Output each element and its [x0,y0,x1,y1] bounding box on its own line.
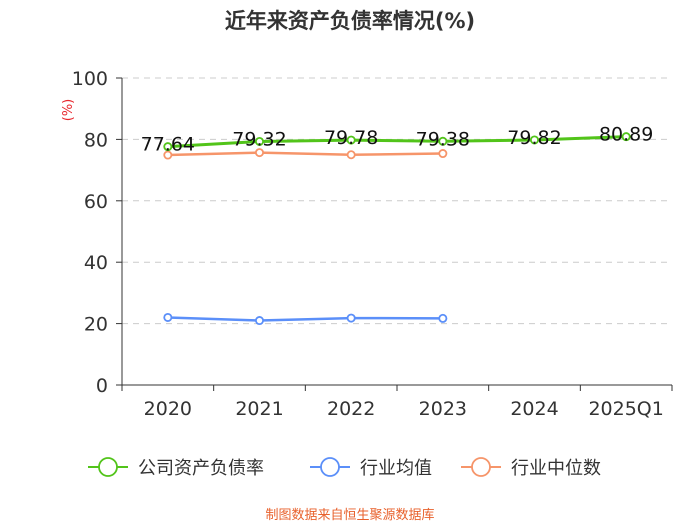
data-label-2022: 79.78 [324,127,378,149]
series-line-0 [166,135,628,149]
legend-label-0: 公司资产负债率 [138,458,264,479]
y-tick-label-20: 20 [84,314,108,336]
point-0-2025Q1 [621,132,631,142]
x-tick-label-2024: 2024 [510,398,558,420]
axes: 0 20 40 60 80 100 2020 2021 2022 2023 2024 2025Q1 [72,68,673,420]
legend-marker-icon [98,457,118,477]
legend-marker-icon [471,457,491,477]
point-0-2021 [254,136,264,146]
y-tick-label-80: 80 [84,129,108,151]
y-tick-label-60: 60 [84,191,108,213]
data-label-2025Q1: 80.89 [599,124,653,146]
legend: 公司资产负债率 行业均值 行业中位数 [88,457,601,479]
series-2 [163,148,448,160]
y-tick-label-100: 100 [72,68,108,90]
legend-label-2: 行业中位数 [511,458,601,479]
x-tick-label-2025Q1: 2025Q1 [588,398,663,420]
y-tick-label-0: 0 [96,375,108,397]
series-line-1 [166,316,445,322]
point-2-2020 [163,150,173,160]
point-0-2024 [530,135,540,145]
data-label-2021: 79.32 [232,128,286,150]
y-tick-label-40: 40 [84,252,108,274]
legend-item-2[interactable]: 行业中位数 [461,457,601,479]
legend-item-1[interactable]: 行业均值 [310,457,432,479]
series-line-2 [166,151,445,157]
x-tick-label-2023: 2023 [419,398,467,420]
data-label-2024: 79.82 [507,127,561,149]
series-lines [163,132,631,326]
series-1 [163,312,448,326]
point-1-2023 [438,313,448,323]
chart-title: 近年来资产负债率情况(%) [225,9,475,33]
point-0-2023 [438,136,448,146]
data-labels: 77.64 79.32 79.78 79.38 79.82 80.89 [141,124,654,156]
point-1-2020 [163,312,173,322]
x-tick-label-2021: 2021 [235,398,283,420]
legend-item-0[interactable]: 公司资产负债率 [88,457,264,479]
data-label-2023: 79.38 [416,128,470,150]
point-2-2023 [438,149,448,159]
x-tick-label-2022: 2022 [327,398,375,420]
y-axis-unit-label: (%) [61,99,76,122]
point-2-2021 [254,148,264,158]
legend-marker-icon [320,457,340,477]
point-0-2020 [163,142,173,152]
point-0-2022 [346,135,356,145]
source-note: 制图数据来自恒生聚源数据库 [265,507,434,523]
point-1-2022 [346,313,356,323]
point-2-2022 [346,150,356,160]
data-label-2020: 77.64 [141,134,195,156]
x-tick-label-2020: 2020 [144,398,192,420]
gridlines [122,77,672,325]
series-0 [163,132,631,152]
legend-label-1: 行业均值 [360,458,432,479]
point-1-2021 [254,316,264,326]
